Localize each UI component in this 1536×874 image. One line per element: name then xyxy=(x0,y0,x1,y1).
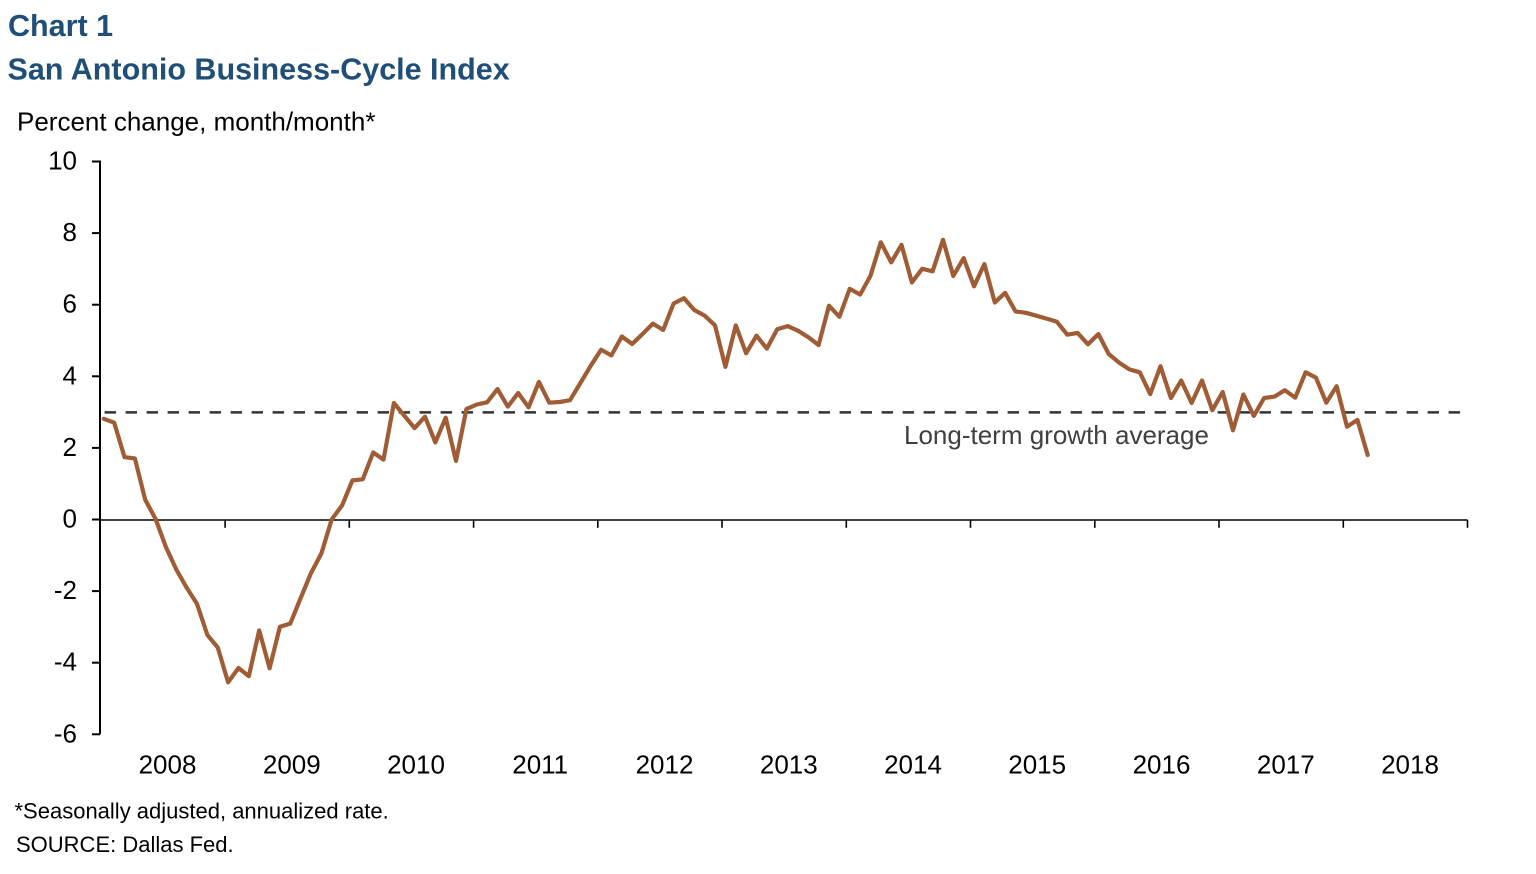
svg-text:Percent change, month/month*: Percent change, month/month* xyxy=(17,107,375,137)
svg-text:2011: 2011 xyxy=(512,750,568,780)
svg-text:2016: 2016 xyxy=(1133,750,1191,780)
svg-text:San Antonio Business-Cycle Ind: San Antonio Business-Cycle Index xyxy=(8,53,510,87)
svg-text:2015: 2015 xyxy=(1008,750,1066,780)
svg-text:2018: 2018 xyxy=(1381,750,1439,780)
svg-text:SOURCE: Dallas Fed.: SOURCE: Dallas Fed. xyxy=(16,832,234,857)
svg-text:2014: 2014 xyxy=(884,750,942,780)
svg-text:-6: -6 xyxy=(54,718,77,748)
svg-text:2009: 2009 xyxy=(263,750,321,780)
svg-text:*Seasonally adjusted, annualiz: *Seasonally adjusted, annualized rate. xyxy=(15,799,389,824)
svg-text:2: 2 xyxy=(63,432,77,462)
svg-text:-2: -2 xyxy=(54,575,77,605)
svg-text:6: 6 xyxy=(63,289,77,319)
svg-text:2008: 2008 xyxy=(139,750,197,780)
svg-text:Chart 1: Chart 1 xyxy=(8,9,113,43)
svg-text:2010: 2010 xyxy=(387,750,445,780)
svg-text:2017: 2017 xyxy=(1257,750,1315,780)
svg-text:8: 8 xyxy=(63,217,77,247)
svg-text:Long-term growth average: Long-term growth average xyxy=(904,420,1209,450)
svg-text:10: 10 xyxy=(48,146,77,176)
svg-text:0: 0 xyxy=(63,504,77,534)
svg-text:2013: 2013 xyxy=(760,750,818,780)
svg-text:-4: -4 xyxy=(54,647,77,677)
svg-text:2012: 2012 xyxy=(636,750,694,780)
svg-text:4: 4 xyxy=(63,360,77,390)
